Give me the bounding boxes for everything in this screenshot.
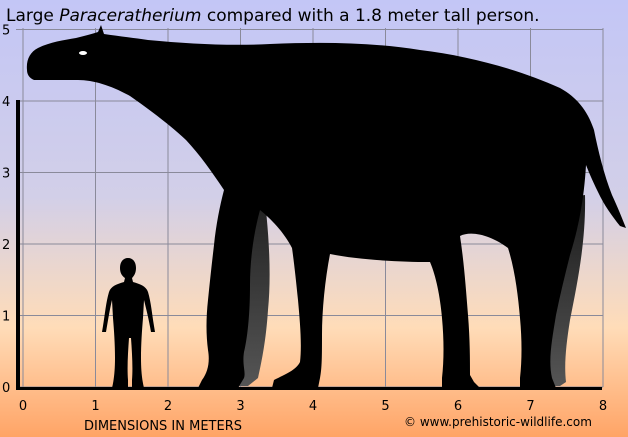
x-tick-label: 4 <box>309 399 317 414</box>
title-prefix: Large <box>6 6 59 26</box>
figure-title: Large Paracera­therium compared with a 1… <box>6 6 540 26</box>
paraceratherium-silhouette <box>26 25 626 388</box>
paraceratherium-eye <box>79 51 87 55</box>
x-tick-label: 7 <box>526 399 534 414</box>
x-tick-label: 2 <box>164 399 172 414</box>
y-axis-bar <box>16 100 20 390</box>
y-tick-label: 5 <box>2 24 10 39</box>
x-tick-label: 0 <box>19 399 27 414</box>
axis-ticks: 0 1 2 3 4 5 6 7 8 0 1 2 3 4 5 <box>2 24 607 415</box>
human-silhouette <box>102 258 155 388</box>
y-tick-label: 1 <box>2 310 10 325</box>
x-tick-label: 8 <box>599 399 607 414</box>
x-tick-label: 3 <box>236 399 244 414</box>
x-tick-label: 5 <box>381 399 389 414</box>
x-axis-baseline <box>16 387 602 390</box>
y-tick-label: 2 <box>2 238 10 253</box>
title-italic: Paracera­therium <box>59 6 201 26</box>
y-tick-label: 0 <box>2 381 10 396</box>
x-tick-label: 6 <box>454 399 462 414</box>
credit-text: © www.prehistoric-wildlife.com <box>404 415 592 429</box>
x-axis-label: DIMENSIONS IN METERS <box>84 419 242 434</box>
y-tick-label: 3 <box>2 167 10 182</box>
title-suffix: compared with a 1.8 meter tall person. <box>201 6 539 26</box>
y-tick-label: 4 <box>2 95 10 110</box>
x-tick-label: 1 <box>91 399 99 414</box>
